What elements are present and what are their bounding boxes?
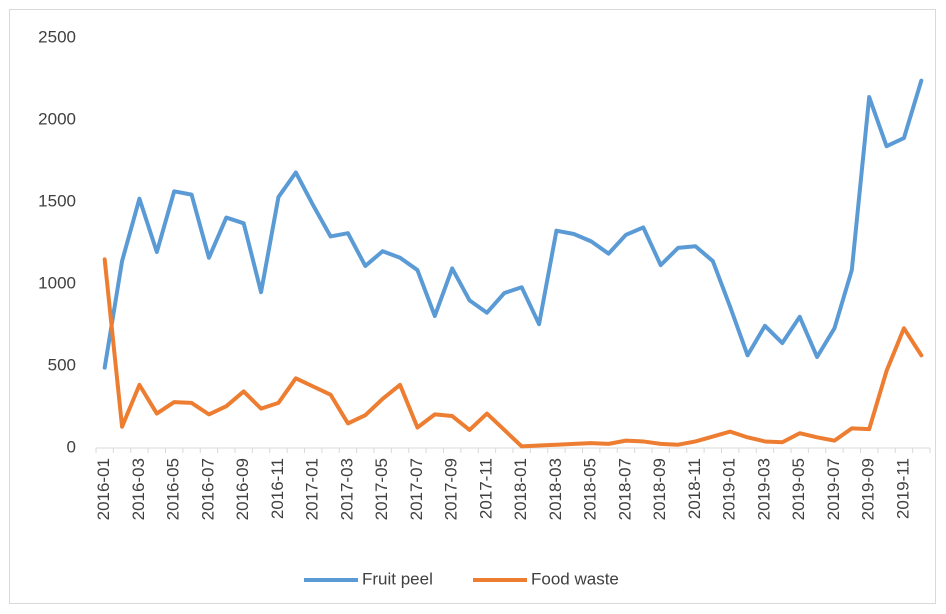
y-tick-label: 2000 <box>38 109 76 128</box>
x-tick-label: 2016-01 <box>94 458 113 520</box>
x-tick-label: 2016-11 <box>268 458 287 519</box>
legend-label: Food waste <box>531 569 619 588</box>
x-tick-label: 2019-07 <box>824 458 843 520</box>
x-tick-label: 2017-07 <box>407 458 426 520</box>
x-tick-label: 2018-09 <box>650 458 669 520</box>
x-tick-label: 2017-01 <box>303 458 322 520</box>
x-tick-label: 2017-03 <box>337 458 356 520</box>
x-tick-label: 2019-09 <box>859 458 878 520</box>
x-tick-label: 2016-05 <box>164 458 183 520</box>
line-series <box>102 78 924 370</box>
x-tick-label: 2016-03 <box>129 458 148 520</box>
y-tick-label: 0 <box>67 437 76 456</box>
x-tick-label: 2019-03 <box>754 458 773 520</box>
x-tick-label: 2019-05 <box>789 458 808 520</box>
x-tick-label: 2018-05 <box>581 458 600 520</box>
x-tick-label: 2016-09 <box>233 458 252 520</box>
x-tick-label: 2019-11 <box>893 458 912 519</box>
x-tick-label: 2018-01 <box>511 458 530 520</box>
y-tick-label: 1000 <box>38 273 76 292</box>
x-tick-label: 2017-05 <box>372 458 391 520</box>
y-tick-label: 2500 <box>38 27 76 46</box>
x-tick-label: 2017-11 <box>476 458 495 519</box>
x-tick-label: 2017-09 <box>442 458 461 520</box>
x-tick-label: 2016-07 <box>198 458 217 520</box>
x-tick-label: 2018-11 <box>685 458 704 519</box>
x-tick-label: 2018-03 <box>546 458 565 520</box>
legend-label: Fruit peel <box>362 569 433 588</box>
chart-frame <box>9 9 936 604</box>
x-tick-label: 2018-07 <box>615 458 634 520</box>
y-tick-label: 1500 <box>38 191 76 210</box>
x-tick-label: 2019-01 <box>720 458 739 520</box>
y-tick-label: 500 <box>48 355 76 374</box>
line-series <box>102 257 924 449</box>
